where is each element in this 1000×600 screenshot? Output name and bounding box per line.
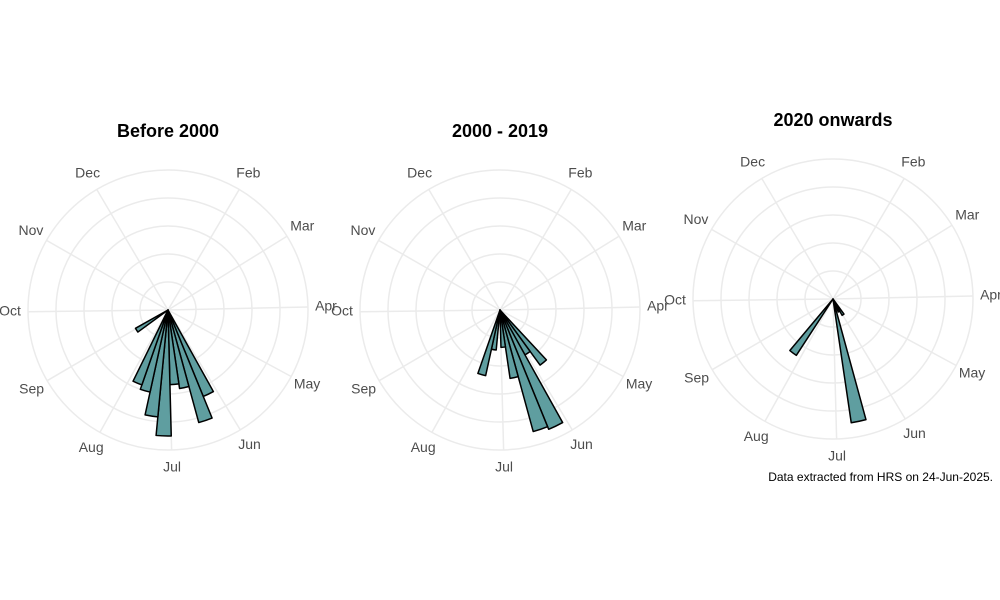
grid-spoke <box>167 309 292 378</box>
grid-circle <box>27 169 309 451</box>
rose-bar <box>832 298 867 424</box>
grid-spoke <box>167 309 241 431</box>
grid-circle <box>359 169 641 451</box>
month-label: Oct <box>0 303 21 319</box>
rose-bar <box>499 309 507 349</box>
grid-circle <box>415 225 585 395</box>
grid-spoke <box>96 189 169 311</box>
grid-spoke <box>431 309 501 433</box>
grid-spoke <box>499 189 572 311</box>
grid-spoke <box>167 306 308 311</box>
month-label: Dec <box>740 154 765 170</box>
month-label: Apr <box>647 297 669 313</box>
chart-title: 2020 onwards <box>773 110 892 130</box>
rose-bar <box>789 298 834 357</box>
rose-bar <box>832 298 841 313</box>
month-label: Nov <box>18 222 43 238</box>
month-label: Sep <box>19 380 44 396</box>
rose-bar <box>134 309 169 333</box>
month-label: Feb <box>901 154 925 170</box>
month-label: May <box>959 365 985 381</box>
month-label: Aug <box>79 439 104 455</box>
grid-spoke <box>360 309 501 313</box>
grid-spoke <box>167 235 288 311</box>
month-label: Jun <box>238 436 261 452</box>
month-label: Oct <box>664 292 686 308</box>
grid-spoke <box>99 309 169 433</box>
month-label: Sep <box>351 380 376 396</box>
month-label: Mar <box>290 217 314 233</box>
month-label: Jul <box>163 459 181 475</box>
chart-title: Before 2000 <box>117 121 219 141</box>
month-label: Dec <box>75 165 100 181</box>
grid-spoke <box>764 298 834 422</box>
month-label: Nov <box>350 222 375 238</box>
month-label: Dec <box>407 165 432 181</box>
grid-spoke <box>711 298 834 371</box>
caption: Data extracted from HRS on 24-Jun-2025. <box>768 470 993 484</box>
rose-bar <box>167 309 213 424</box>
grid-spoke <box>428 189 501 311</box>
month-label: Feb <box>236 165 260 181</box>
month-label: May <box>626 376 652 392</box>
grid-circle <box>692 158 974 440</box>
rose-bar <box>167 309 190 390</box>
month-label: Jul <box>495 459 513 475</box>
month-label: Oct <box>331 303 353 319</box>
month-label: Jun <box>903 425 926 441</box>
rose-bar <box>155 309 173 437</box>
grid-spoke <box>499 309 624 378</box>
month-label: Sep <box>684 369 709 385</box>
month-label: Feb <box>568 165 592 181</box>
grid-spoke <box>499 306 640 311</box>
grid-spoke <box>832 298 957 367</box>
month-label: Aug <box>411 439 436 455</box>
month-label: Jul <box>828 448 846 464</box>
grid-spoke <box>832 295 973 300</box>
grid-spoke <box>693 298 834 302</box>
month-label: Jun <box>570 436 593 452</box>
grid-circle <box>387 197 613 423</box>
grid-spoke <box>761 178 834 300</box>
grid-spoke <box>832 178 905 300</box>
grid-spoke <box>46 239 169 311</box>
month-label: Mar <box>955 206 979 222</box>
rose-bar <box>477 309 501 377</box>
month-label: Apr <box>315 297 337 313</box>
month-label: Nov <box>683 211 708 227</box>
grid-spoke <box>832 298 906 420</box>
grid-spoke <box>378 239 501 311</box>
grid-spoke <box>832 298 838 439</box>
rose-bar <box>499 309 519 380</box>
rose-bar <box>132 309 169 386</box>
grid-spoke <box>832 224 953 300</box>
grid-circle <box>748 214 918 384</box>
grid-spoke <box>167 189 240 311</box>
rose-bar <box>499 309 564 431</box>
grid-circle <box>720 186 946 412</box>
grid-spoke <box>28 309 169 313</box>
month-label: Mar <box>622 217 646 233</box>
rose-bar <box>499 309 549 433</box>
grid-spoke <box>711 228 834 300</box>
grid-spoke <box>499 235 620 311</box>
rose-bar <box>499 309 548 366</box>
month-label: May <box>294 376 320 392</box>
grid-spoke <box>378 309 501 382</box>
month-label: Apr <box>980 286 1000 302</box>
month-label: Aug <box>744 428 769 444</box>
chart-title: 2000 - 2019 <box>452 121 548 141</box>
